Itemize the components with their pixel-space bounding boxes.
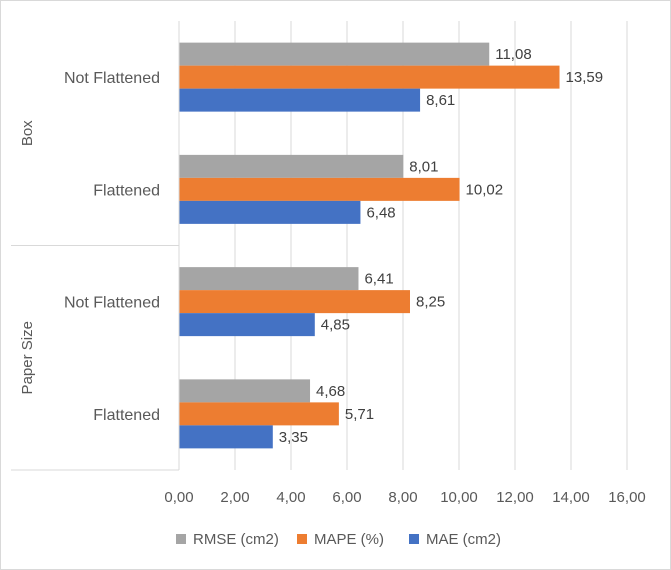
data-label: 10,02	[466, 181, 504, 198]
data-label: 4,68	[316, 383, 345, 400]
legend-swatch	[409, 534, 419, 544]
legend-label: RMSE (cm2)	[193, 531, 279, 548]
x-tick-label: 14,00	[552, 489, 590, 506]
category-label: Flattened	[93, 182, 160, 199]
data-labels: 11,08 13,59 8,61 8,01 10,02 6,48 6,41 8,25 4,85 4…	[279, 46, 603, 446]
legend: RMSE (cm2) MAPE (%) MAE (cm2)	[176, 531, 501, 548]
data-label: 3,35	[279, 429, 308, 446]
bar	[179, 154, 404, 178]
legend-swatch	[176, 534, 186, 544]
data-label: 6,41	[364, 271, 393, 288]
bar	[179, 177, 460, 201]
category-label: Flattened	[93, 407, 160, 424]
data-label: 8,61	[426, 92, 455, 109]
x-tick-label: 2,00	[220, 489, 249, 506]
category-label: Not Flattened	[64, 295, 160, 312]
legend-swatch	[297, 534, 307, 544]
legend-label: MAE (cm2)	[426, 531, 501, 548]
category-label: Not Flattened	[64, 70, 160, 87]
data-label: 8,01	[409, 158, 438, 175]
x-tick-label: 6,00	[332, 489, 361, 506]
x-tick-label: 4,00	[276, 489, 305, 506]
bar	[179, 88, 421, 112]
bar	[179, 379, 311, 403]
data-label: 11,08	[495, 46, 531, 63]
x-tick-label: 0,00	[164, 489, 193, 506]
bar	[179, 267, 359, 291]
data-label: 6,48	[366, 204, 395, 221]
x-tick-label: 10,00	[440, 489, 478, 506]
data-label: 5,71	[345, 406, 374, 423]
bar	[179, 42, 490, 66]
group-label: Box	[19, 120, 36, 146]
x-tick-label: 12,00	[496, 489, 534, 506]
bars	[179, 42, 560, 449]
x-tick-label: 8,00	[388, 489, 417, 506]
bar	[179, 65, 560, 89]
bar	[179, 402, 339, 426]
data-label: 4,85	[321, 317, 350, 334]
legend-label: MAPE (%)	[314, 531, 384, 548]
group-label: Paper Size	[19, 321, 36, 394]
bar	[179, 200, 361, 224]
data-label: 13,59	[566, 69, 604, 86]
bar	[179, 313, 315, 337]
bar	[179, 290, 410, 314]
data-label: 8,25	[416, 294, 445, 311]
x-tick-label: 16,00	[608, 489, 646, 506]
axes: 0,00 2,00 4,00 6,00 8,00 10,00 12,00 14,00 16,00…	[11, 21, 646, 506]
bar	[179, 425, 273, 449]
